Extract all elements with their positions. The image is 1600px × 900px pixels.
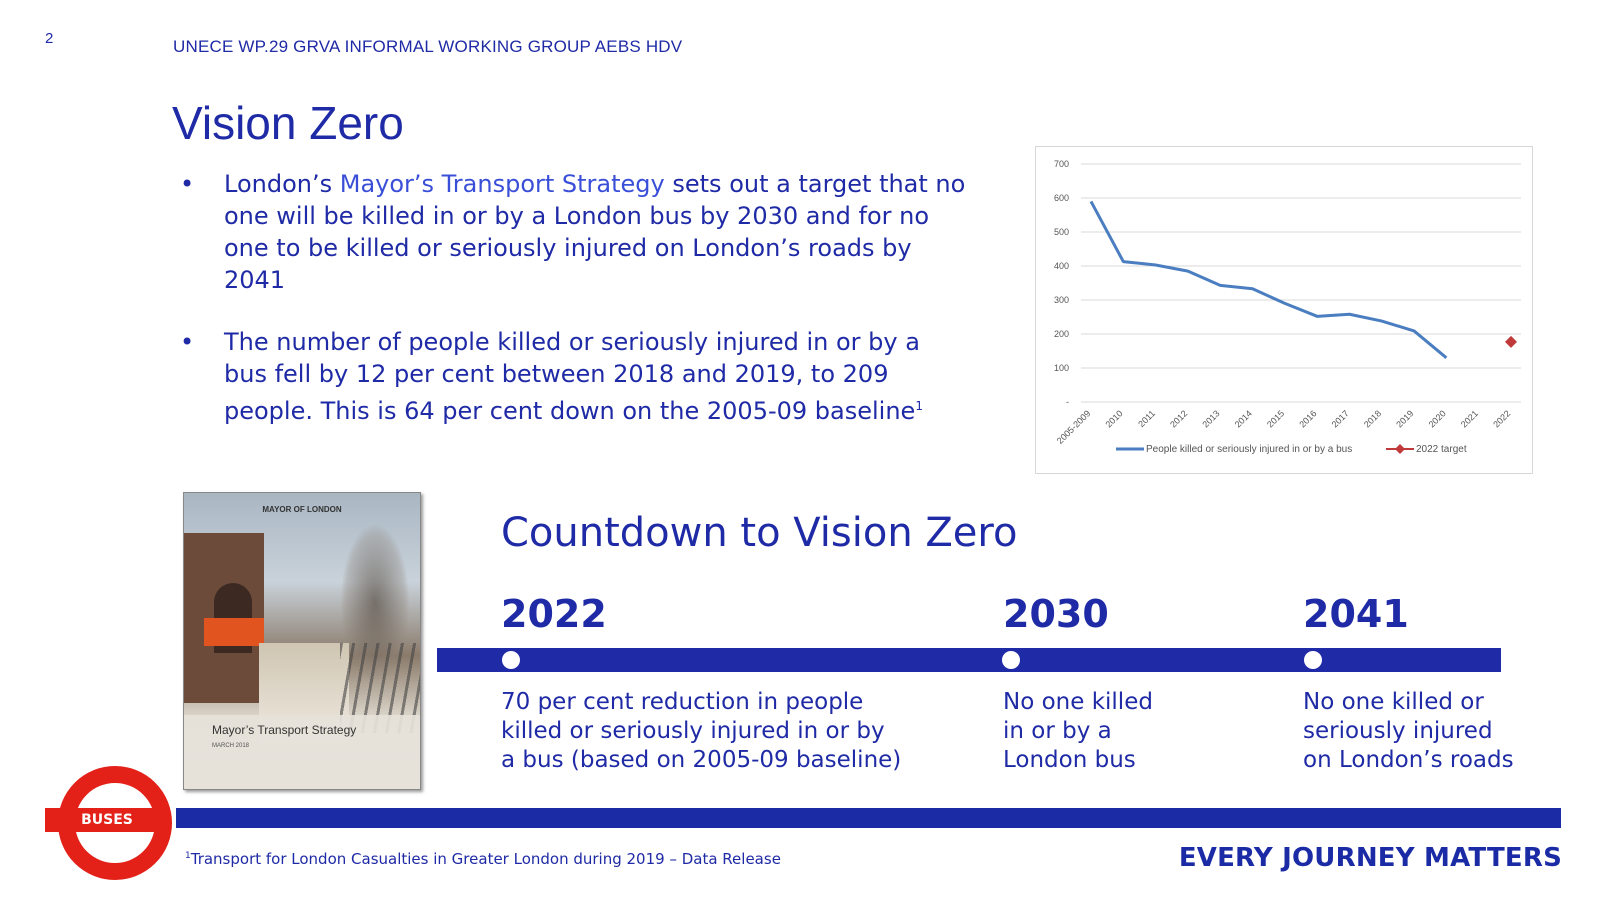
description-line: seriously injured <box>1303 718 1493 744</box>
bullet-text-pre: London’s <box>224 170 340 198</box>
timeline-marker <box>502 651 520 669</box>
cover-planters <box>204 618 264 646</box>
timeline-bar <box>437 648 1501 672</box>
target-point <box>1505 335 1517 348</box>
cover-date: MARCH 2018 <box>212 743 250 749</box>
y-tick-label: 100 <box>1054 363 1069 373</box>
series-line <box>1089 200 1448 359</box>
x-tick-label: 2010 <box>1103 408 1124 429</box>
strategy-link[interactable]: Mayor’s Transport Strategy <box>339 170 665 198</box>
description-line: No one killed or <box>1303 689 1484 715</box>
page-number: 2 <box>45 30 54 47</box>
description-line: killed or seriously injured in or by <box>501 718 885 744</box>
x-tick-label: 2021 <box>1459 408 1480 429</box>
milestone-year: 2030 <box>1003 592 1109 636</box>
milestone-description: 70 per cent reduction in people killed o… <box>501 688 901 775</box>
x-tick-label: 2005-2009 <box>1055 408 1093 446</box>
footnote-text: Transport for London Casualties in Great… <box>190 850 781 868</box>
countdown-title: Countdown to Vision Zero <box>501 510 1018 556</box>
description-line: in or by a <box>1003 718 1112 744</box>
bullet-text-post: sets out a target that no one will be ki… <box>224 170 966 294</box>
cover-label-band <box>184 715 420 789</box>
legend-label: People killed or seriously injured in or… <box>1146 444 1352 455</box>
slide-header: UNECE WP.29 GRVA INFORMAL WORKING GROUP … <box>173 37 683 56</box>
y-tick-label: 200 <box>1054 329 1069 339</box>
x-tick-label: 2015 <box>1265 408 1286 429</box>
x-tick-label: 2012 <box>1168 408 1189 429</box>
slide-title: Vision Zero <box>172 97 404 149</box>
slogan: EVERY JOURNEY MATTERS <box>1178 843 1562 873</box>
cover-title: Mayor’s Transport Strategy <box>212 723 357 737</box>
x-tick-label: 2020 <box>1427 408 1448 429</box>
footnote-marker: 1 <box>185 851 191 861</box>
description-line: 70 per cent reduction in people <box>501 689 864 715</box>
strategy-cover-image: MAYOR OF LONDON Mayor’s Transport Strate… <box>183 492 421 790</box>
description-line: No one killed <box>1003 689 1153 715</box>
milestone-description: No one killed or seriously injured on Lo… <box>1303 688 1514 775</box>
footnote: 1Transport for London Casualties in Grea… <box>185 850 781 868</box>
bullet-icon: • <box>180 170 195 198</box>
bullet-text: The number of people killed or seriously… <box>224 328 920 425</box>
roundel-bar <box>45 808 169 832</box>
y-tick-label: 600 <box>1054 193 1069 203</box>
description-line: London bus <box>1003 747 1136 773</box>
milestone-year: 2041 <box>1303 592 1409 636</box>
footer-bar <box>176 808 1561 828</box>
description-line: on London’s roads <box>1303 747 1514 773</box>
footnote-ref: 1 <box>915 399 923 413</box>
cover-org: MAYOR OF LONDON <box>262 505 342 514</box>
y-tick-label: 700 <box>1054 159 1069 169</box>
x-tick-label: 2011 <box>1136 408 1157 429</box>
milestone-year: 2022 <box>501 592 607 636</box>
bullet-item: • London’s Mayor’s Transport Strategy se… <box>180 168 970 296</box>
timeline-marker <box>1304 651 1322 669</box>
x-tick-label: 2018 <box>1362 408 1383 429</box>
legend-label: 2022 target <box>1416 444 1467 455</box>
y-tick-label: - <box>1066 397 1069 407</box>
y-tick-label: 300 <box>1054 295 1069 305</box>
x-tick-label: 2017 <box>1330 408 1351 429</box>
timeline-marker <box>1002 651 1020 669</box>
x-tick-label: 2013 <box>1200 408 1221 429</box>
ksi-chart: 700 600 500 400 300 200 100 -2005-2009 2010 2011 2… <box>1035 146 1533 474</box>
bullet-icon: • <box>180 328 195 356</box>
bullet-list: • London’s Mayor’s Transport Strategy se… <box>180 168 970 457</box>
description-line: a bus (based on 2005-09 baseline) <box>501 747 902 773</box>
x-tick-label: 2019 <box>1394 408 1415 429</box>
x-tick-label: 2022 <box>1491 408 1512 429</box>
y-tick-label: 500 <box>1054 227 1069 237</box>
bullet-item: • The number of people killed or serious… <box>180 326 970 427</box>
x-tick-label: 2014 <box>1233 408 1254 429</box>
x-tick-label: 2016 <box>1297 408 1318 429</box>
buses-logo: BUSES <box>81 812 133 828</box>
y-tick-label: 400 <box>1054 261 1069 271</box>
legend-marker <box>1395 444 1405 454</box>
ksi-chart-svg: 700 600 500 400 300 200 100 -2005-2009 2010 2011 2… <box>1054 159 1521 455</box>
milestone-description: No one killed in or by a London bus <box>1003 688 1153 775</box>
